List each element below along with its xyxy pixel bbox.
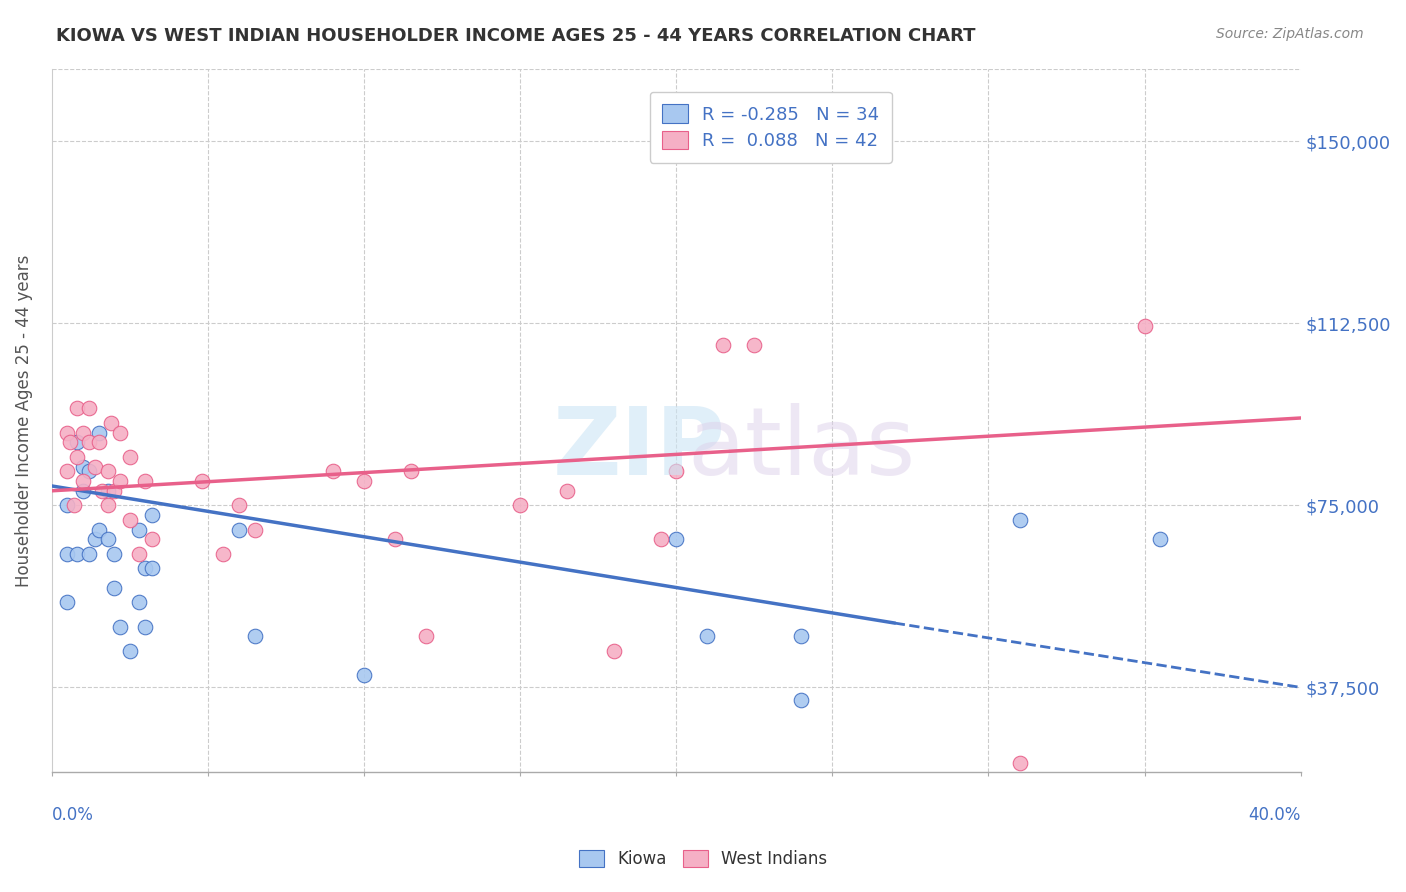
Point xyxy=(72,483,94,498)
Point xyxy=(66,435,89,450)
Point xyxy=(66,401,89,416)
Point xyxy=(87,425,110,440)
Text: atlas: atlas xyxy=(688,402,915,494)
Point xyxy=(243,629,266,643)
Point xyxy=(118,513,141,527)
Point xyxy=(190,474,212,488)
Text: 0.0%: 0.0% xyxy=(52,806,94,824)
Point xyxy=(228,499,250,513)
Point xyxy=(56,499,79,513)
Point xyxy=(56,425,79,440)
Point xyxy=(66,547,89,561)
Point xyxy=(415,629,437,643)
Point xyxy=(84,459,107,474)
Point xyxy=(118,450,141,464)
Point xyxy=(228,523,250,537)
Point xyxy=(110,425,132,440)
Point xyxy=(62,499,84,513)
Point xyxy=(128,547,150,561)
Point xyxy=(134,561,156,575)
Point xyxy=(509,499,531,513)
Point xyxy=(134,620,156,634)
Point xyxy=(134,474,156,488)
Point xyxy=(77,435,100,450)
Point xyxy=(1008,756,1031,770)
Point xyxy=(790,692,813,706)
Point xyxy=(141,533,163,547)
Point xyxy=(77,401,100,416)
Point xyxy=(97,483,120,498)
Point xyxy=(90,483,112,498)
Point xyxy=(56,595,79,609)
Point xyxy=(59,435,82,450)
Point xyxy=(87,435,110,450)
Point xyxy=(77,547,100,561)
Text: 40.0%: 40.0% xyxy=(1249,806,1301,824)
Point xyxy=(212,547,235,561)
Point xyxy=(696,629,718,643)
Text: KIOWA VS WEST INDIAN HOUSEHOLDER INCOME AGES 25 - 44 YEARS CORRELATION CHART: KIOWA VS WEST INDIAN HOUSEHOLDER INCOME … xyxy=(56,27,976,45)
Point xyxy=(128,523,150,537)
Point xyxy=(141,508,163,522)
Point xyxy=(1133,318,1156,333)
Point xyxy=(72,474,94,488)
Point xyxy=(399,464,422,478)
Point xyxy=(97,499,120,513)
Text: ZIP: ZIP xyxy=(553,402,725,494)
Point xyxy=(603,644,626,658)
Point xyxy=(141,561,163,575)
Point xyxy=(100,416,122,430)
Point xyxy=(84,533,107,547)
Point xyxy=(77,464,100,478)
Text: Source: ZipAtlas.com: Source: ZipAtlas.com xyxy=(1216,27,1364,41)
Point xyxy=(353,474,375,488)
Point xyxy=(665,533,688,547)
Legend: R = -0.285   N = 34, R =  0.088   N = 42: R = -0.285 N = 34, R = 0.088 N = 42 xyxy=(650,92,891,163)
Point xyxy=(790,629,813,643)
Point xyxy=(1008,513,1031,527)
Point xyxy=(110,620,132,634)
Point xyxy=(118,644,141,658)
Point xyxy=(56,464,79,478)
Point xyxy=(97,533,120,547)
Point xyxy=(128,595,150,609)
Legend: Kiowa, West Indians: Kiowa, West Indians xyxy=(572,843,834,875)
Point xyxy=(72,425,94,440)
Point xyxy=(110,474,132,488)
Point xyxy=(665,464,688,478)
Point xyxy=(66,450,89,464)
Point xyxy=(711,338,734,352)
Point xyxy=(72,459,94,474)
Point xyxy=(1149,533,1171,547)
Point xyxy=(650,533,672,547)
Point xyxy=(97,464,120,478)
Point xyxy=(555,483,578,498)
Y-axis label: Householder Income Ages 25 - 44 years: Householder Income Ages 25 - 44 years xyxy=(15,254,32,587)
Point xyxy=(353,668,375,682)
Point xyxy=(87,523,110,537)
Point xyxy=(243,523,266,537)
Point xyxy=(103,547,125,561)
Point xyxy=(322,464,344,478)
Point xyxy=(384,533,406,547)
Point xyxy=(742,338,765,352)
Point xyxy=(103,483,125,498)
Point xyxy=(103,581,125,595)
Point xyxy=(56,547,79,561)
